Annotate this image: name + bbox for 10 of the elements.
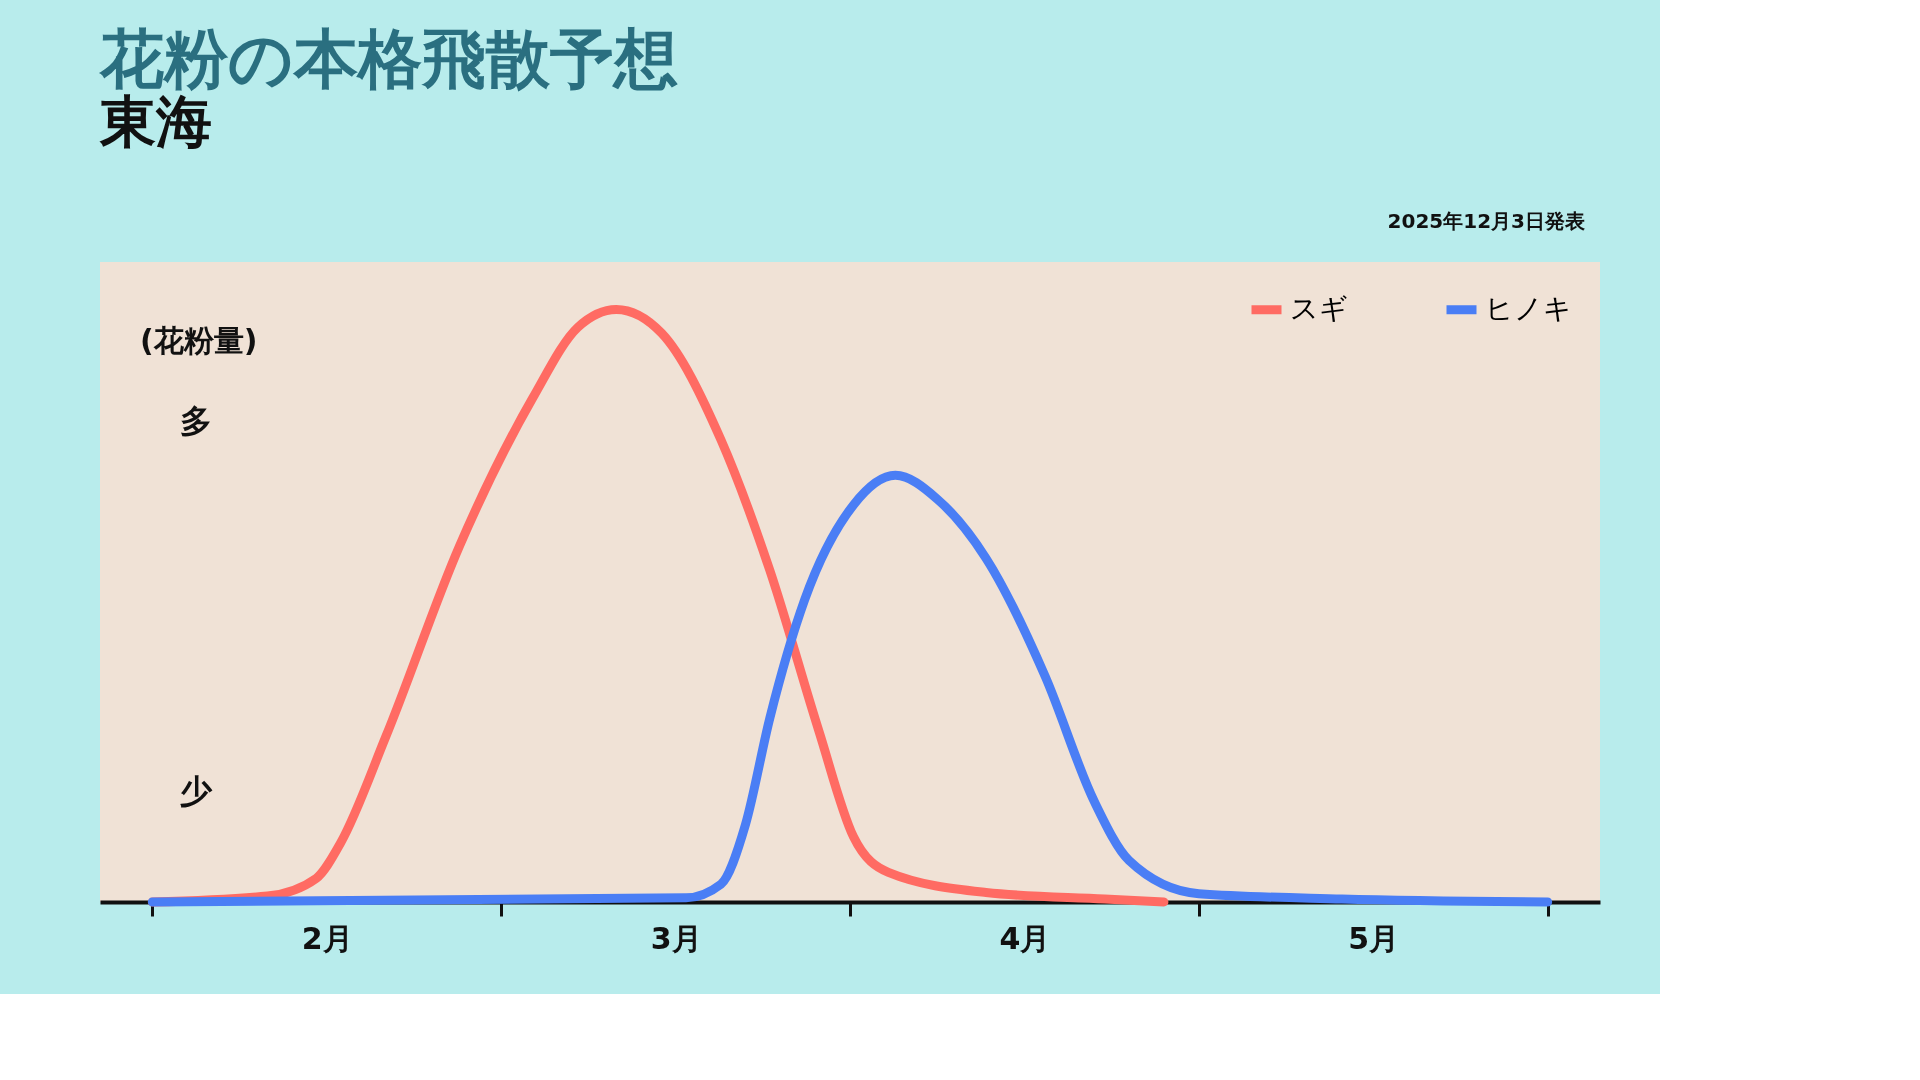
x-tick-label: 4月 [999, 920, 1051, 956]
text: 2025年12月3日発表 [1387, 209, 1585, 233]
legend-label: ヒノキ [1485, 291, 1572, 325]
x-tick-label: 3月 [650, 920, 702, 956]
x-tick-label: 5月 [1348, 920, 1400, 956]
annotation: 少 [180, 772, 213, 810]
annotation: 多 [180, 402, 212, 440]
x-tick-label: 2月 [301, 920, 353, 956]
legend-label: スギ [1290, 291, 1348, 325]
y-axis-title: (花粉量) [140, 323, 258, 358]
